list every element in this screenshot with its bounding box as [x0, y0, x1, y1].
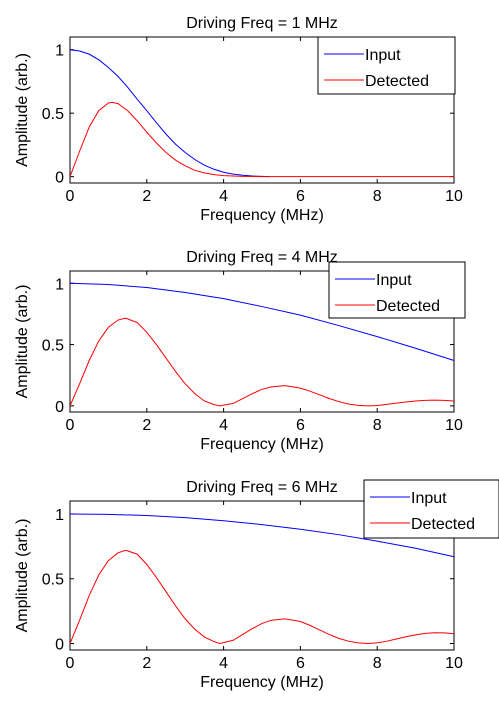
- legend: Input Detected: [363, 479, 499, 539]
- x-axis-label: Frequency (MHz): [200, 207, 324, 224]
- y-axis-label: Amplitude (arb.): [14, 53, 31, 167]
- x-axis-label: Frequency (MHz): [200, 436, 324, 453]
- legend-box: [363, 479, 499, 539]
- chart-title: Driving Freq = 6 MHz: [186, 479, 338, 496]
- x-tick-label: 2: [142, 417, 151, 434]
- legend-label-detected: Detected: [365, 73, 429, 90]
- series-line-detected: [69, 549, 455, 645]
- x-tick-label: 6: [296, 417, 305, 434]
- y-tick-label: 0: [55, 637, 64, 654]
- x-tick-label: 6: [296, 655, 305, 672]
- y-tick-label: 0: [55, 170, 64, 187]
- chart-title: Driving Freq = 4 MHz: [186, 249, 338, 266]
- y-axis-label: Amplitude (arb.): [14, 285, 31, 399]
- series-line-detected: [69, 317, 455, 407]
- x-tick-label: 10: [445, 417, 463, 434]
- y-tick-label: 0: [55, 399, 64, 416]
- subplot-1: 0 2 4 6 8 10 0 0.5 1 Driving Freq = 1 MHz Frequenc…: [14, 15, 463, 224]
- subplot-3: 0 2 4 6 8 10 0 0.5 1 Driving Freq = 6 MHz Frequenc…: [14, 479, 499, 691]
- y-tick-label: 1: [55, 507, 64, 524]
- legend: Input Detected: [328, 261, 466, 319]
- x-tick-label: 8: [373, 417, 382, 434]
- x-tick-label: 0: [66, 655, 75, 672]
- x-tick-label: 10: [445, 655, 463, 672]
- y-tick-label: 0.5: [42, 572, 64, 589]
- y-tick-label: 0.5: [42, 338, 64, 355]
- subplot-2: 0 2 4 6 8 10 0 0.5 1 Driving Freq = 4 MHz Frequenc…: [14, 249, 466, 453]
- x-tick-label: 2: [142, 188, 151, 205]
- y-tick-label: 0.5: [42, 106, 64, 123]
- series-line-input: [69, 282, 455, 361]
- y-tick-label: 1: [55, 276, 64, 293]
- legend-box: [317, 36, 456, 95]
- legend-box: [328, 261, 466, 319]
- chart-title: Driving Freq = 1 MHz: [186, 15, 338, 32]
- series-line-detected: [69, 101, 454, 178]
- x-tick-label: 2: [142, 655, 151, 672]
- x-tick-label: 0: [66, 188, 75, 205]
- legend-label-input: Input: [411, 490, 447, 507]
- x-tick-label: 4: [219, 655, 228, 672]
- x-axis-label: Frequency (MHz): [200, 674, 324, 691]
- legend-label-input: Input: [376, 272, 412, 289]
- x-tick-label: 4: [219, 417, 228, 434]
- x-tick-label: 10: [445, 188, 463, 205]
- y-tick-label: 1: [55, 43, 64, 60]
- series-line-input: [69, 513, 455, 558]
- x-tick-label: 6: [296, 188, 305, 205]
- x-tick-label: 4: [219, 188, 228, 205]
- x-tick-label: 8: [373, 188, 382, 205]
- legend-label-detected: Detected: [411, 516, 475, 533]
- legend: Input Detected: [317, 36, 456, 95]
- series-line-input: [69, 49, 270, 178]
- legend-label-input: Input: [365, 47, 401, 64]
- x-tick-label: 0: [66, 417, 75, 434]
- x-tick-label: 8: [373, 655, 382, 672]
- legend-label-detected: Detected: [376, 298, 440, 315]
- y-axis-label: Amplitude (arb.): [14, 519, 31, 633]
